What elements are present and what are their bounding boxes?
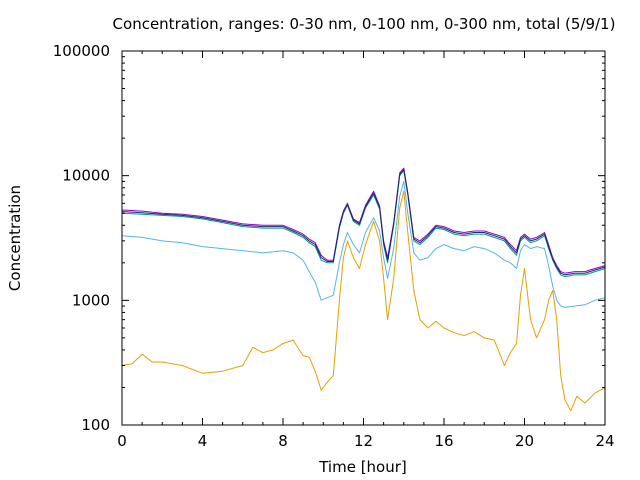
x-tick-label: 16 (434, 432, 453, 450)
series-line-4 (121, 167, 606, 274)
series-line-3 (121, 170, 606, 278)
series-line-5 (121, 169, 606, 276)
series-line-1 (121, 190, 606, 412)
y-tick-label: 100000 (53, 42, 110, 60)
y-tick-label: 1000 (72, 291, 110, 309)
chart-title: Concentration, ranges: 0-30 nm, 0-100 nm… (113, 15, 616, 33)
y-tick-label: 100 (81, 416, 110, 434)
x-tick-label: 0 (117, 432, 127, 450)
x-tick-label: 20 (515, 432, 534, 450)
plot-frame (121, 50, 606, 426)
y-tick-label: 10000 (62, 167, 110, 185)
x-axis-label: Time [hour] (318, 458, 407, 476)
x-tick-label: 12 (354, 432, 373, 450)
x-tick-label: 4 (198, 432, 208, 450)
x-tick-label: 24 (595, 432, 614, 450)
x-tick-label: 8 (278, 432, 288, 450)
ticks-group: 0 4 8 12 16 20 24 100 1000 10000 100000 (53, 42, 615, 450)
series-group (121, 167, 606, 412)
series-line-2 (121, 180, 606, 308)
y-axis-label: Concentration (6, 185, 24, 291)
